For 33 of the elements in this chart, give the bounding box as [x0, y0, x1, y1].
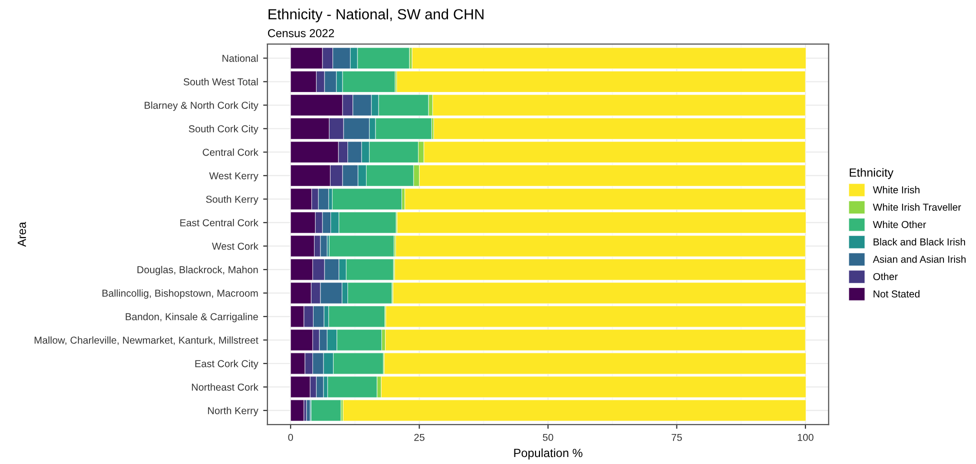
- y-tick-label: North Kerry: [208, 406, 258, 416]
- y-tick-label: Northeast Cork: [192, 383, 258, 391]
- x-axis-title: Population %: [514, 448, 582, 460]
- y-axis-title: Area: [18, 222, 26, 247]
- y-tick-label: East Cork City: [195, 360, 258, 370]
- y-tick-label: Bandon, Kinsale & Carrigaline: [126, 312, 258, 322]
- y-tick-label: South West Total: [184, 78, 258, 86]
- x-tick-label: 50: [542, 434, 554, 441]
- legend-label: White Irish Traveller: [872, 203, 962, 211]
- legend-label: Asian and Asian Irish: [872, 255, 966, 263]
- x-tick-label: 100: [798, 434, 814, 441]
- x-tick-label: 25: [414, 434, 424, 441]
- y-tick-label: South Cork City: [188, 125, 258, 134]
- legend-label: Not Stated: [874, 290, 920, 298]
- legend-label: Black and Black Irish: [874, 238, 966, 246]
- y-tick-label: Douglas, Blackrock, Mahon: [138, 266, 258, 276]
- y-tick-label: Mallow, Charleville, Newmarket, Kanturk, Millstreet: [34, 336, 258, 345]
- y-tick-label: South Kerry: [206, 195, 258, 205]
- y-tick-label: East Central Cork: [180, 218, 258, 226]
- chart-title: Ethnicity - National, SW and CHN: [268, 8, 484, 22]
- y-tick-label: Ballincollig, Bishopstown, Macroom: [102, 289, 258, 299]
- y-tick-label: Central Cork: [202, 148, 258, 156]
- legend-label: Other: [873, 272, 898, 280]
- legend-label: White Irish: [872, 186, 920, 194]
- x-tick-label: 0: [288, 434, 293, 441]
- x-tick-label: 75: [672, 434, 682, 441]
- y-tick-label: National: [222, 54, 258, 62]
- legend-label: White Other: [872, 220, 926, 228]
- y-tick-label: West Kerry: [209, 172, 258, 182]
- y-tick-label: West Cork: [212, 242, 258, 250]
- chart-subtitle: Census 2022: [268, 29, 334, 38]
- legend-title: Ethnicity: [850, 168, 894, 180]
- y-tick-label: Blarney & North Cork City: [144, 102, 258, 111]
